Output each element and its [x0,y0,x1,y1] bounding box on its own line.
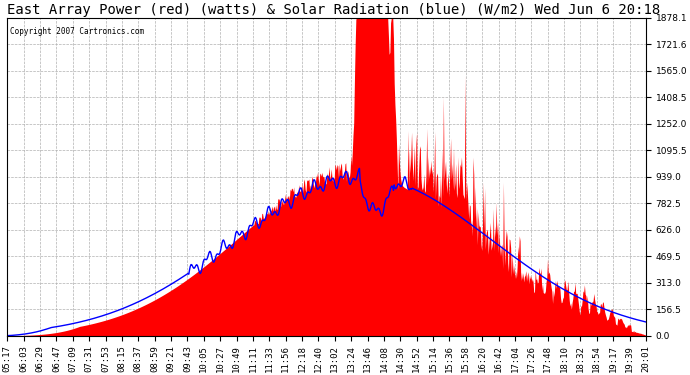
Text: Copyright 2007 Cartronics.com: Copyright 2007 Cartronics.com [10,27,145,36]
Text: East Array Power (red) (watts) & Solar Radiation (blue) (W/m2) Wed Jun 6 20:18: East Array Power (red) (watts) & Solar R… [8,3,660,17]
